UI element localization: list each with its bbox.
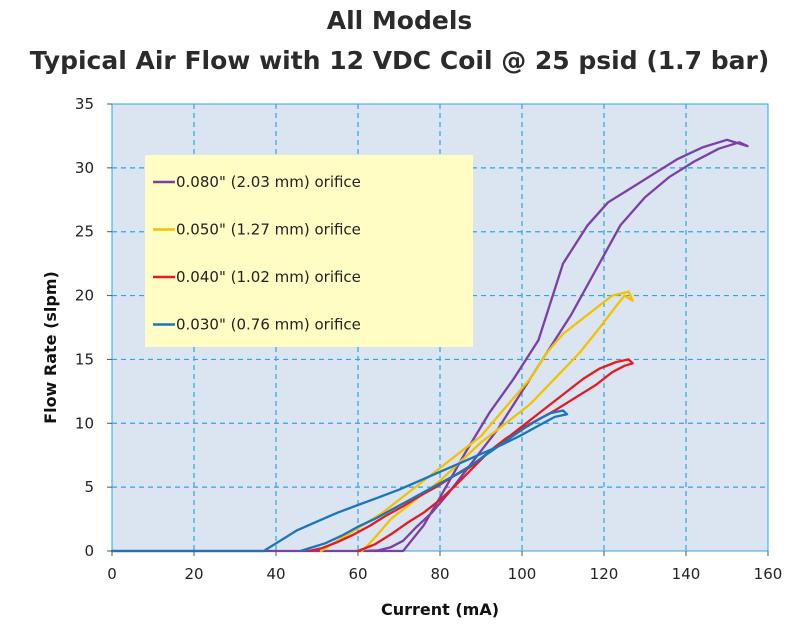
x-tick-label: 120 — [590, 565, 619, 583]
x-tick-label: 20 — [184, 565, 203, 583]
x-tick-label: 60 — [348, 565, 367, 583]
x-tick-label: 160 — [754, 565, 783, 583]
y-tick-label: 20 — [75, 287, 94, 305]
x-axis-title: Current (mA) — [381, 600, 499, 619]
y-tick-label: 15 — [75, 350, 94, 368]
legend-label-3: 0.040" (1.02 mm) orifice — [176, 268, 361, 286]
y-tick-label: 5 — [84, 478, 94, 496]
y-tick-label: 25 — [75, 223, 94, 241]
x-tick-label: 0 — [107, 565, 117, 583]
y-axis-title: Flow Rate (slpm) — [41, 271, 60, 424]
series-line-4 — [110, 409, 569, 553]
legend-label-1: 0.080" (2.03 mm) orifice — [176, 173, 361, 191]
x-tick-label: 40 — [266, 565, 285, 583]
series-line-3 — [307, 358, 634, 553]
legend-label-2: 0.050" (1.27 mm) orifice — [176, 221, 361, 239]
x-tick-label: 100 — [508, 565, 537, 583]
x-axis-ticks: 0 20 40 60 80 100 120 140 160 — [107, 551, 782, 583]
chart-subtitle: Typical Air Flow with 12 VDC Coil @ 25 p… — [30, 46, 770, 75]
legend-box — [145, 155, 473, 347]
y-tick-label: 10 — [75, 414, 94, 432]
chart-title: All Models — [327, 6, 473, 35]
series-lines — [110, 138, 749, 553]
legend: 0.080" (2.03 mm) orifice 0.050" (1.27 mm)… — [145, 155, 473, 347]
y-tick-label: 0 — [84, 542, 94, 560]
legend-label-4: 0.030" (0.76 mm) orifice — [176, 316, 361, 334]
x-tick-label: 140 — [672, 565, 701, 583]
y-tick-label: 30 — [75, 159, 94, 177]
y-tick-label: 35 — [75, 95, 94, 113]
x-tick-label: 80 — [430, 565, 449, 583]
y-axis-ticks: 0 5 10 15 20 25 30 35 — [75, 95, 112, 560]
